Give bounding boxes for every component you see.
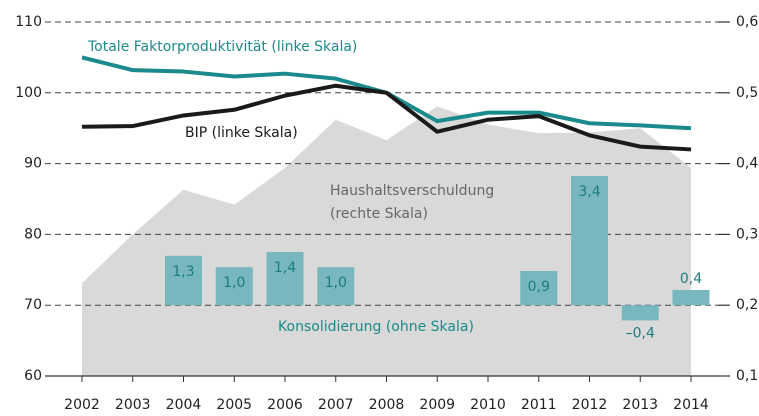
bar <box>317 267 355 306</box>
x-tick-label: 2011 <box>521 397 557 413</box>
y2-tick-label: 0,6 <box>736 14 758 30</box>
y2-tick-label: 0,2 <box>736 297 758 313</box>
bar-value-label: 0,9 <box>528 279 550 295</box>
bar-value-label: 1,4 <box>274 260 296 276</box>
bar-value-label: –0,4 <box>626 325 655 341</box>
series-label: BIP (linke Skala) <box>185 125 298 141</box>
bar-value-label: 1,0 <box>223 275 245 291</box>
bar <box>571 176 608 306</box>
y-tick-label: 90 <box>24 156 42 172</box>
y-tick-label: 100 <box>15 85 42 101</box>
x-tick-label: 2002 <box>64 397 100 413</box>
x-tick-label: 2004 <box>166 397 202 413</box>
bar-value-label: 0,4 <box>680 271 702 287</box>
bar <box>520 271 558 306</box>
bar <box>621 305 659 321</box>
annotation: (rechte Skala) <box>330 206 428 222</box>
series-label: Totale Faktorproduktivität (linke Skala) <box>87 39 357 55</box>
y2-tick-label: 0,4 <box>736 156 758 172</box>
bar-value-label: 1,0 <box>325 275 347 291</box>
x-tick-label: 2008 <box>369 397 405 413</box>
bar-value-label: 1,3 <box>172 264 194 280</box>
y-tick-label: 110 <box>15 14 42 30</box>
line-series <box>81 83 692 152</box>
bar <box>266 252 304 306</box>
bar <box>165 255 202 306</box>
y-tick-label: 70 <box>24 297 42 313</box>
x-tick-label: 2013 <box>622 397 658 413</box>
series-label: Konsolidierung (ohne Skala) <box>278 319 474 335</box>
bar <box>215 267 253 306</box>
y2-tick-label: 0,3 <box>736 226 758 242</box>
x-tick-label: 2010 <box>470 397 506 413</box>
x-tick-label: 2012 <box>572 397 608 413</box>
bar <box>672 290 710 306</box>
x-tick-label: 2014 <box>673 397 709 413</box>
bar-value-label: 3,4 <box>578 184 600 200</box>
x-tick-label: 2007 <box>318 397 354 413</box>
y-tick-label: 80 <box>24 226 42 242</box>
y2-tick-label: 0,1 <box>736 368 758 384</box>
x-tick-label: 2005 <box>216 397 252 413</box>
y-tick-label: 60 <box>24 368 42 384</box>
debt-area <box>82 106 691 376</box>
series-label: Haushaltsverschuldung <box>330 183 494 199</box>
x-tick-label: 2006 <box>267 397 303 413</box>
y2-tick-label: 0,5 <box>736 85 758 101</box>
x-tick-label: 2009 <box>419 397 455 413</box>
x-tick-label: 2003 <box>115 397 151 413</box>
